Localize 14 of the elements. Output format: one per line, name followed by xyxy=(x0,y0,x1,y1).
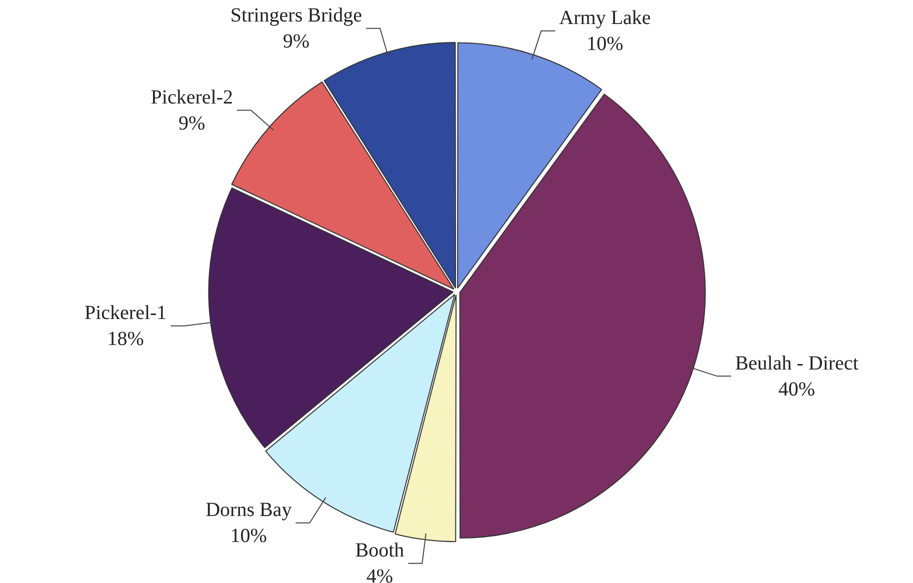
slice-label: Booth xyxy=(355,540,404,562)
data-label: 4% xyxy=(366,566,394,583)
data-label: 18% xyxy=(107,328,144,350)
data-label: 9% xyxy=(178,112,206,135)
slice-label: Stringers Bridge xyxy=(230,4,362,27)
slice-label: Pickerel-1 xyxy=(84,302,167,324)
slice-label: Pickerel-2 xyxy=(150,86,233,109)
data-label: 10% xyxy=(230,525,267,548)
slice-label: Army Lake xyxy=(559,7,651,30)
data-label: 40% xyxy=(778,378,816,400)
data-label: 10% xyxy=(586,33,624,56)
slice-label: Beulah - Direct xyxy=(735,352,859,374)
slice-label: Dorns Bay xyxy=(206,499,292,522)
data-label: 9% xyxy=(282,30,310,53)
